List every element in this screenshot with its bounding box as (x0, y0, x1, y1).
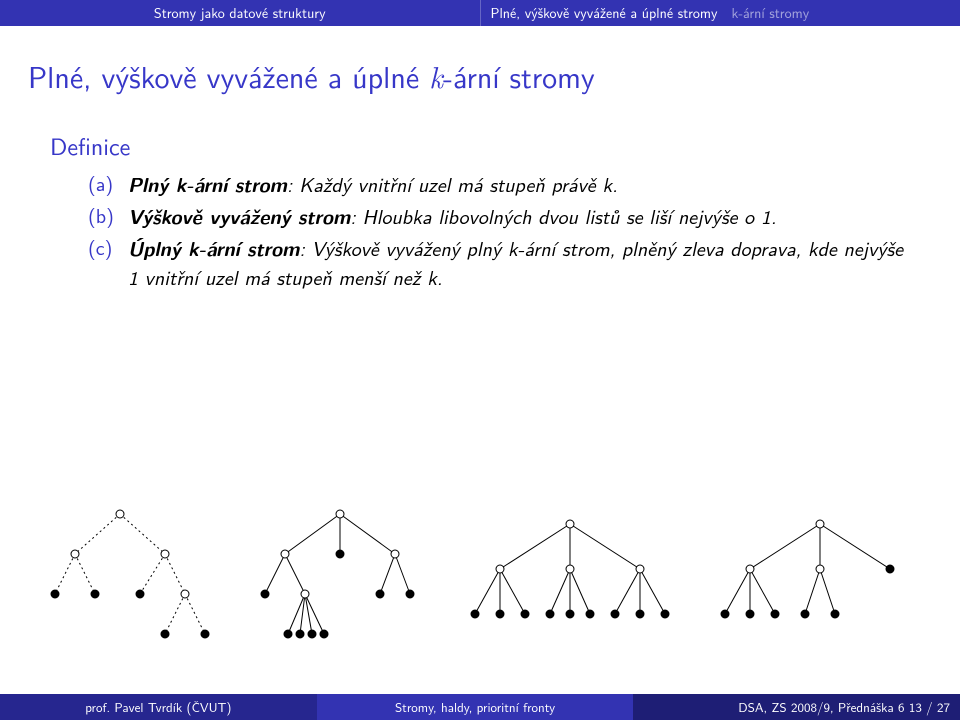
def-text-c: Úplný k-ární strom: Výškově vyvážený pln… (128, 233, 910, 292)
def-rest-b: : Hloubka libovolných dvou listů se liší… (350, 202, 776, 231)
definition-heading: Definice (50, 128, 910, 163)
title-post: -ární stromy (443, 54, 595, 98)
def-label-b: (b) (88, 201, 128, 231)
def-rest-a: : Každý vnitřní uzel má stupeň právě k. (287, 170, 618, 199)
section-right: Plné, výškově vyvážené a úplné stromy k-… (481, 0, 960, 26)
def-item-b: (b) Výškově vyvážený strom: Hloubka libo… (88, 201, 910, 231)
content-area: Definice (a) Plný k-ární strom: Každý vn… (0, 108, 960, 484)
section-header: Stromy jako datové struktury Plné, výško… (0, 0, 960, 26)
def-text-a: Plný k-ární strom: Každý vnitřní uzel má… (128, 169, 910, 199)
slide-title: Plné, výškově vyvážené a úplné k-ární st… (0, 26, 960, 108)
def-item-c: (c) Úplný k-ární strom: Výškově vyvážený… (88, 233, 910, 292)
title-k: k (429, 54, 443, 97)
def-label-c: (c) (88, 233, 128, 292)
footer-page: DSA, ZS 2008/9, Přednáška 6 13 / 27 (633, 694, 960, 720)
title-pre: Plné, výškově vyvážené a úplné (28, 54, 429, 98)
def-item-a: (a) Plný k-ární strom: Každý vnitřní uze… (88, 169, 910, 199)
def-label-a: (a) (88, 169, 128, 199)
footer-author: prof. Pavel Tvrdík (ČVUT) (0, 694, 317, 720)
section-left-text: Stromy jako datové struktury (154, 3, 326, 23)
footer-bar: prof. Pavel Tvrdík (ČVUT) Stromy, haldy,… (0, 694, 960, 720)
section-left: Stromy jako datové struktury (0, 0, 481, 26)
tree-diagrams (0, 484, 960, 694)
subsection-dim: k-ární stromy (731, 3, 809, 23)
def-bold-a: Plný k-ární strom (128, 169, 287, 198)
def-bold-b: Výškově vyvážený strom (128, 201, 350, 230)
subsection-active: Plné, výškově vyvážené a úplné stromy (491, 3, 718, 23)
def-text-b: Výškově vyvážený strom: Hloubka libovoln… (128, 201, 910, 231)
def-bold-c: Úplný k-ární strom (128, 233, 299, 262)
definition-list: (a) Plný k-ární strom: Každý vnitřní uze… (50, 169, 910, 292)
trees-svg (30, 494, 930, 694)
footer-title: Stromy, haldy, prioritní fronty (317, 694, 634, 720)
